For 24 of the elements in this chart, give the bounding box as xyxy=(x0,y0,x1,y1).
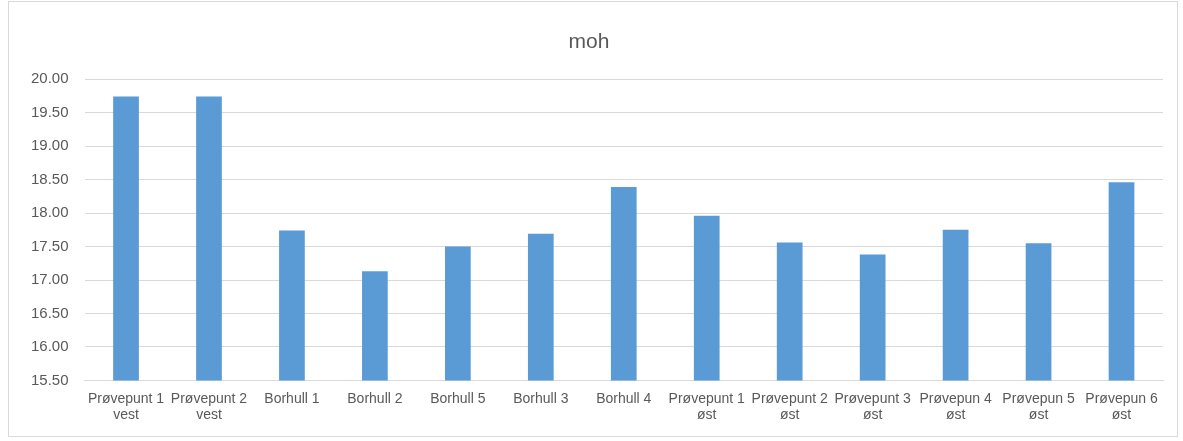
x-tick-label: Prøvepun 4 øst xyxy=(919,389,992,423)
x-tick-label: Borhull 5 xyxy=(430,389,486,406)
y-tick-label: 20.00 xyxy=(30,69,69,87)
y-tick-label: 19.50 xyxy=(30,102,69,120)
y-tick-label: 16.50 xyxy=(30,303,69,321)
y-tick-label: 16.00 xyxy=(30,337,69,355)
y-tick-label: 17.00 xyxy=(30,270,69,288)
chart-title: moh xyxy=(568,29,610,53)
x-tick-label: Borhull 4 xyxy=(596,389,652,406)
x-tick-label: Prøvepunt 2 øst xyxy=(751,389,829,423)
y-tick-label: 18.00 xyxy=(30,203,69,221)
x-tick-label: Prøvepunt 1 øst xyxy=(668,389,746,423)
x-tick-label: Prøvepun 5 øst xyxy=(1002,389,1075,423)
x-tick-label: Prøvepunt 3 øst xyxy=(834,389,911,423)
x-tick-label: Borhull 2 xyxy=(347,389,403,406)
y-tick-label: 17.50 xyxy=(30,236,69,254)
x-tick-label: Prøvepun 6 øst xyxy=(1085,389,1158,423)
x-tick-label: Prøvepunt 2 vest xyxy=(170,389,248,423)
x-tick-label: Borhull 3 xyxy=(513,389,569,406)
y-tick-label: 19.00 xyxy=(30,136,69,154)
x-tick-label: Borhull 1 xyxy=(264,389,320,406)
y-tick-label: 15.50 xyxy=(30,370,69,388)
y-tick-label: 18.50 xyxy=(30,169,69,187)
x-tick-label: Prøvepunt 1 vest xyxy=(87,389,165,423)
